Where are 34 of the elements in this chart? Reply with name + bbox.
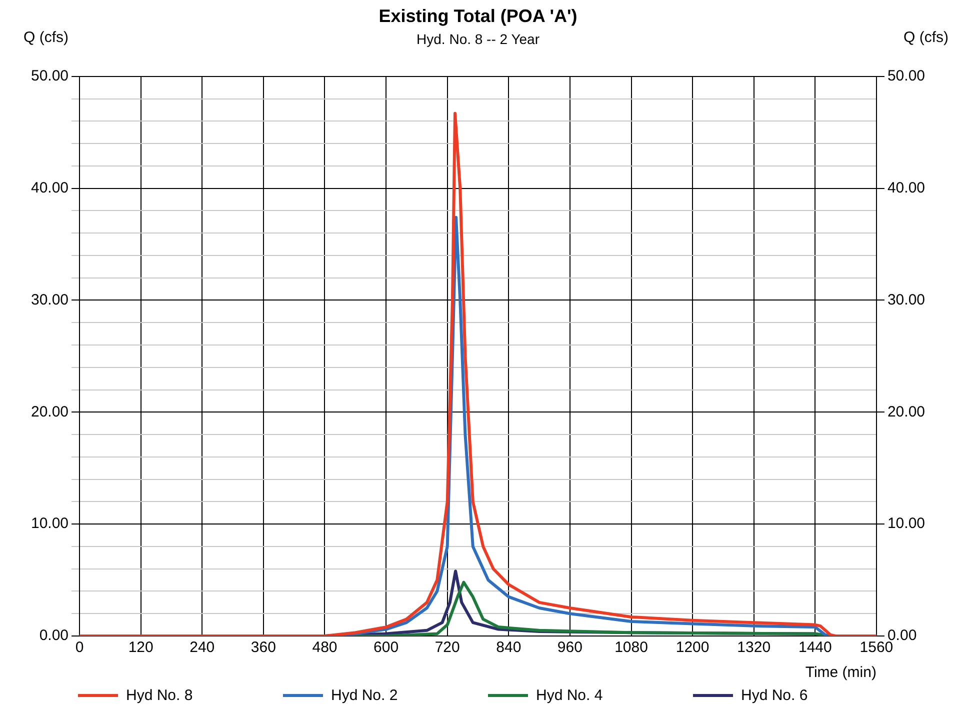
y2-tick-label: 20.00 [887, 403, 926, 420]
x-tick-label: 960 [557, 639, 582, 656]
y2-axis-title: Q (cfs) [904, 29, 948, 46]
y-axis-title: Q (cfs) [24, 29, 68, 46]
x-tick-label: 1080 [614, 639, 648, 656]
x-tick-label: 600 [374, 639, 399, 656]
x-tick-label: 720 [434, 639, 460, 656]
y-tick-label: 10.00 [30, 515, 69, 532]
x-tick-label: 1560 [860, 639, 894, 656]
x-tick-label: 1200 [676, 639, 710, 656]
x-tick-label: 120 [128, 639, 154, 656]
y-tick-label: 30.00 [30, 291, 69, 308]
legend-label: Hyd No. 4 [536, 687, 603, 704]
y2-tick-label: 50.00 [887, 68, 926, 85]
x-tick-label: 0 [75, 639, 84, 656]
y2-tick-label: 30.00 [887, 291, 926, 308]
chart-title: Existing Total (POA 'A') [378, 6, 578, 26]
y2-tick-label: 10.00 [887, 515, 926, 532]
x-tick-label: 360 [250, 639, 276, 656]
x-tick-label: 840 [496, 639, 522, 656]
y2-tick-label: 40.00 [887, 179, 926, 196]
x-tick-label: 1320 [737, 639, 771, 656]
x-tick-label: 1440 [798, 639, 832, 656]
legend-label: Hyd No. 8 [126, 687, 193, 704]
legend-label: Hyd No. 6 [741, 687, 808, 704]
y-tick-label: 40.00 [30, 179, 69, 196]
x-axis-title: Time (min) [805, 664, 876, 682]
y-tick-label: 20.00 [30, 403, 69, 420]
x-tick-label: 480 [312, 639, 338, 656]
legend-label: Hyd No. 2 [331, 687, 398, 704]
x-tick-label: 240 [190, 639, 215, 656]
chart-subtitle: Hyd. No. 8 -- 2 Year [416, 30, 540, 47]
y-tick-label: 50.00 [30, 68, 69, 85]
y-tick-label: 0.00 [39, 627, 69, 644]
